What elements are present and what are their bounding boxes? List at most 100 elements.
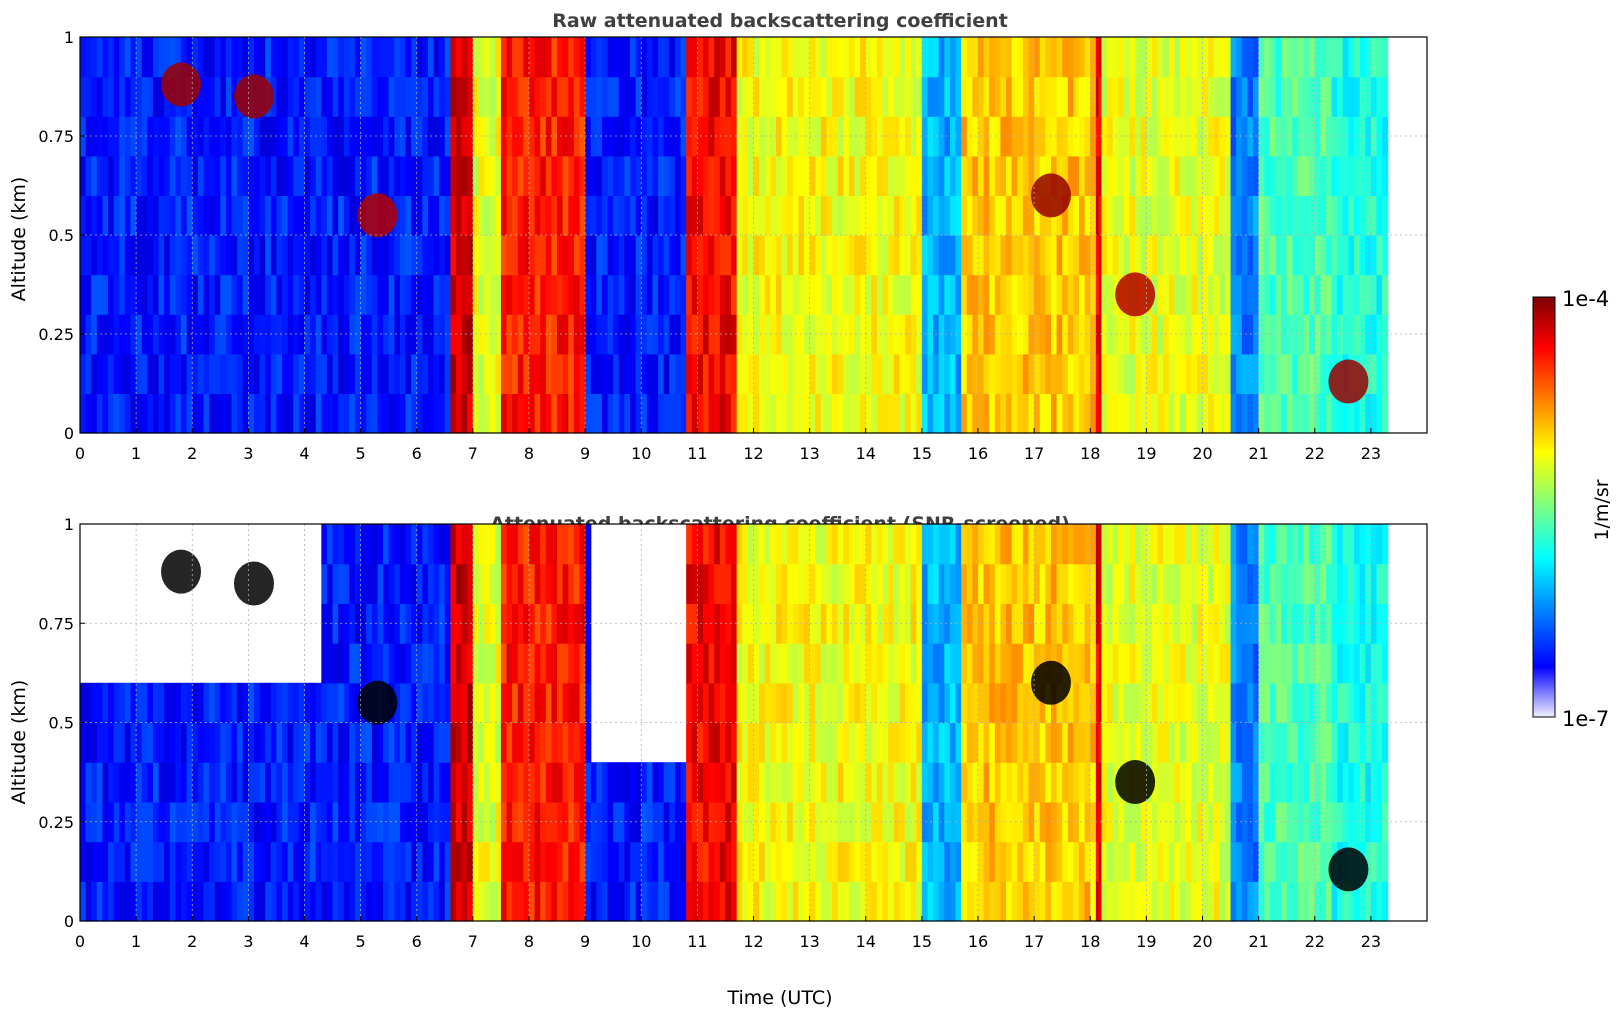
heatmap-cell	[910, 524, 917, 565]
heatmap-cell	[978, 563, 985, 604]
heatmap-cell	[472, 235, 480, 276]
heatmap-cell	[613, 37, 620, 78]
heatmap-cell	[517, 76, 524, 117]
heatmap-cell	[1006, 195, 1013, 236]
heatmap-cell	[1281, 524, 1288, 565]
heatmap-cell	[1073, 762, 1080, 803]
heatmap-cell	[618, 762, 626, 803]
heatmap-cell	[691, 524, 698, 565]
heatmap-cell	[1202, 682, 1209, 724]
heatmap-cell	[680, 76, 687, 117]
heatmap-cell	[349, 314, 356, 355]
heatmap-cell	[1370, 353, 1378, 394]
heatmap-cell	[955, 76, 962, 117]
heatmap-cell	[1314, 393, 1321, 434]
heatmap-cell	[287, 881, 294, 922]
heatmap-cell	[568, 563, 575, 604]
heatmap-cell	[1163, 722, 1170, 763]
heatmap-cell	[1084, 881, 1091, 922]
heatmap-cell	[1022, 235, 1030, 276]
heatmap-cell	[579, 841, 586, 882]
heatmap-cell	[781, 801, 788, 843]
heatmap-cell	[399, 76, 407, 117]
heatmap-cell	[1174, 722, 1181, 763]
heatmap-cell	[1208, 841, 1215, 882]
heatmap-cell	[91, 682, 98, 724]
y-tick-label: 0.75	[38, 127, 74, 146]
heatmap-cell	[876, 643, 884, 684]
heatmap-cell	[708, 235, 715, 276]
heatmap-cell	[635, 116, 642, 157]
heatmap-cell	[781, 274, 788, 315]
heatmap-cell	[826, 37, 833, 78]
heatmap-cell	[1213, 37, 1220, 78]
heatmap-cell	[1056, 274, 1063, 315]
heatmap-cell	[1292, 643, 1299, 684]
heatmap-cell	[888, 393, 895, 434]
heatmap-cell	[702, 682, 710, 724]
heatmap-cell	[1342, 682, 1350, 724]
heatmap-cell	[1011, 116, 1018, 157]
heatmap-cell	[994, 37, 1002, 78]
heatmap-cell	[248, 841, 255, 882]
heatmap-cell	[1118, 195, 1125, 236]
heatmap-cell	[966, 563, 973, 604]
heatmap-cell	[287, 235, 294, 276]
heatmap-cell	[646, 76, 654, 117]
heatmap-cell	[579, 353, 586, 394]
heatmap-cell	[848, 37, 856, 78]
heatmap-cell	[416, 353, 423, 394]
heatmap-cell	[1337, 762, 1344, 803]
heatmap-cell	[557, 274, 564, 315]
heatmap-cell	[293, 155, 300, 196]
heatmap-cell	[1230, 563, 1237, 604]
heatmap-cell	[759, 393, 766, 434]
heatmap-cell	[1219, 722, 1226, 763]
heatmap-cell	[1264, 801, 1271, 843]
heatmap-cell	[747, 524, 755, 565]
heatmap-cell	[596, 116, 603, 157]
heatmap-cell	[1180, 76, 1187, 117]
heatmap-cell	[489, 682, 496, 724]
heatmap-cell	[1337, 76, 1344, 117]
heatmap-cell	[1062, 235, 1069, 276]
heatmap-cell	[242, 881, 249, 922]
heatmap-cell	[1039, 76, 1046, 117]
heatmap-cell	[961, 235, 968, 276]
heatmap-feature	[357, 193, 398, 238]
heatmap-cell	[787, 353, 794, 394]
heatmap-cell	[383, 524, 390, 565]
heatmap-cell	[439, 881, 446, 922]
heatmap-cell	[1079, 563, 1086, 604]
heatmap-cell	[1382, 274, 1389, 315]
heatmap-cell	[416, 643, 423, 684]
heatmap-cell	[450, 682, 457, 724]
heatmap-cell	[989, 762, 996, 803]
x-tick-label: 15	[912, 444, 932, 463]
heatmap-cell	[1275, 603, 1282, 644]
heatmap-cell	[961, 353, 968, 394]
heatmap-cell	[248, 682, 255, 724]
heatmap-cell	[815, 393, 822, 434]
heatmap-cell	[1000, 841, 1007, 882]
heatmap-cell	[534, 393, 541, 434]
heatmap-cell	[1331, 274, 1338, 315]
heatmap-cell	[966, 524, 973, 565]
heatmap-cell	[197, 195, 205, 236]
heatmap-cell	[1006, 722, 1013, 763]
heatmap-cell	[843, 393, 850, 434]
heatmap-cell	[1224, 682, 1232, 724]
heatmap-cell	[152, 155, 160, 196]
heatmap-cell	[405, 76, 412, 117]
heatmap-cell	[899, 762, 906, 803]
heatmap-cell	[994, 643, 1002, 684]
heatmap-cell	[158, 353, 165, 394]
heatmap-cell	[1180, 195, 1187, 236]
heatmap-cell	[994, 524, 1002, 565]
heatmap-cell	[181, 235, 188, 276]
heatmap-cell	[1022, 353, 1030, 394]
heatmap-cell	[405, 801, 412, 843]
heatmap-cell	[1028, 155, 1035, 196]
heatmap-cell	[113, 722, 120, 763]
heatmap-cell	[540, 314, 547, 355]
